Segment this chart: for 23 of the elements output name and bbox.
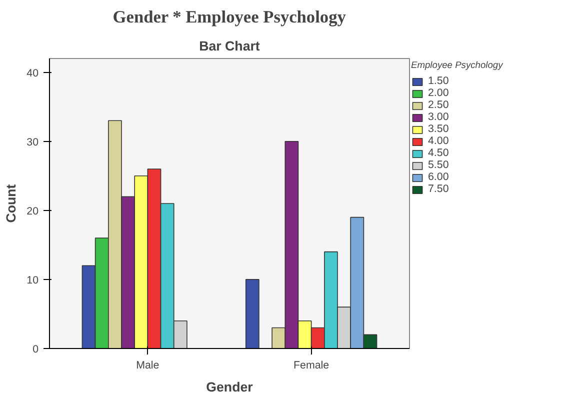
y-tick-label: 40 (26, 67, 39, 80)
chart-subtitle: Bar Chart (199, 38, 260, 54)
x-tick-label: Male (136, 360, 160, 372)
legend-title: Employee Psychology (411, 60, 503, 70)
legend-label: 3.00 (428, 111, 449, 123)
y-tick-label: 10 (26, 274, 39, 286)
x-tick-label: Female (294, 360, 330, 372)
legend-label: 3.50 (428, 123, 449, 135)
legend-label: 4.00 (428, 135, 449, 147)
legend-label: 5.50 (428, 159, 449, 171)
y-axis-title: Count (4, 184, 19, 223)
legend-label: 1.50 (428, 75, 449, 87)
legend-label: 2.50 (428, 99, 449, 111)
legend-label: 2.00 (428, 87, 449, 99)
y-tick-label: 30 (26, 136, 39, 148)
legend-label: 7.50 (428, 183, 449, 195)
legend-label: 4.50 (428, 147, 449, 159)
x-axis-title: Gender (206, 380, 253, 394)
chart-title: Gender * Employee Psychology (112, 8, 346, 26)
bar (245, 279, 260, 348)
y-tick-label: 20 (26, 205, 39, 218)
legend-label: 6.00 (428, 171, 449, 183)
y-tick-label: 0 (32, 344, 39, 356)
